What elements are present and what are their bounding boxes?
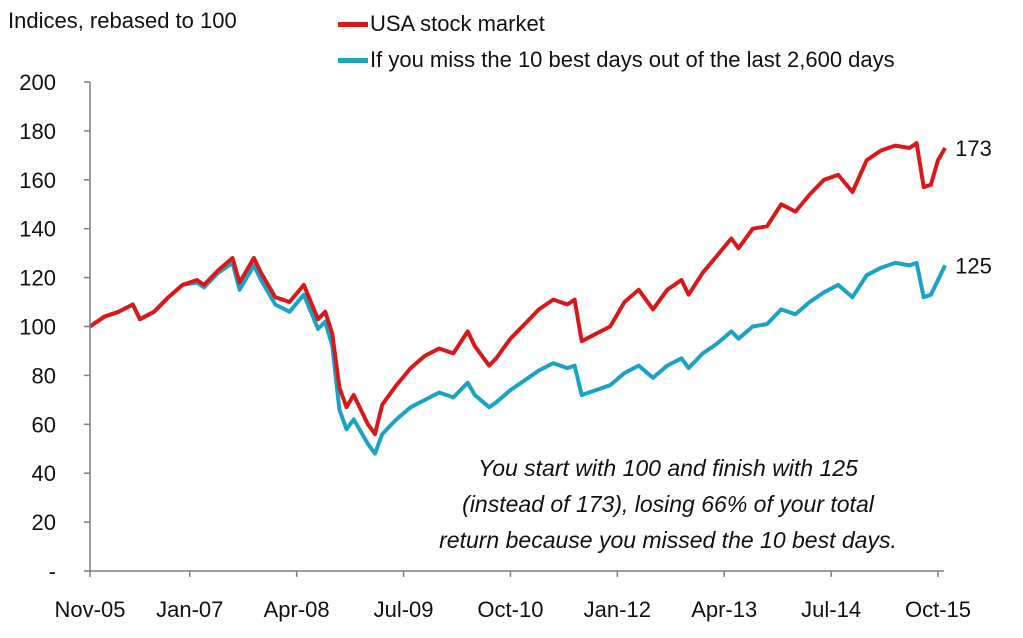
- legend: USA stock market If you miss the 10 best…: [338, 6, 895, 78]
- annotation-line-3: return because you missed the 10 best da…: [439, 527, 897, 553]
- y-ticks: - 20 40 60 80 100 120 140 160 180 200: [19, 70, 90, 584]
- legend-swatch-usa: [338, 21, 368, 27]
- y-tick-label: 120: [19, 266, 56, 291]
- legend-label-missed: If you miss the 10 best days out of the …: [370, 47, 895, 72]
- x-tick-label: Jul-09: [374, 597, 434, 622]
- y-tick-label: 160: [19, 168, 56, 193]
- x-tick-label: Oct-15: [905, 597, 971, 622]
- y-tick-label: 80: [32, 363, 56, 388]
- y-tick-label: 140: [19, 217, 56, 242]
- legend-label-usa: USA stock market: [370, 11, 545, 36]
- x-ticks: Nov-05 Jan-07 Apr-08 Jul-09 Oct-10 Jan-12 Apr-…: [55, 571, 971, 622]
- x-tick-label: Apr-13: [691, 597, 757, 622]
- y-tick-label: 20: [32, 510, 56, 535]
- x-tick-label: Jan-12: [584, 597, 651, 622]
- x-tick-label: Oct-10: [477, 597, 543, 622]
- x-tick-label: Nov-05: [55, 597, 126, 622]
- x-tick-label: Jul-14: [801, 597, 861, 622]
- legend-item-missed: If you miss the 10 best days out of the …: [338, 42, 895, 78]
- end-labels: 125 173: [955, 136, 992, 278]
- legend-item-usa: USA stock market: [338, 6, 895, 42]
- legend-swatch-missed: [338, 57, 368, 63]
- annotation-line-1: You start with 100 and finish with 125: [478, 455, 858, 481]
- end-label-usa: 173: [955, 136, 992, 161]
- annotation-text: You start with 100 and finish with 125 (…: [398, 450, 938, 558]
- y-tick-label: -: [49, 559, 56, 584]
- y-tick-label: 200: [19, 70, 56, 95]
- x-tick-label: Jan-07: [156, 597, 223, 622]
- series-line-missed: [88, 260, 947, 456]
- y-axis-title: Indices, rebased to 100: [8, 8, 237, 33]
- x-tick-label: Apr-08: [264, 597, 330, 622]
- end-label-missed: 125: [955, 253, 992, 278]
- annotation-line-2: (instead of 173), losing 66% of your tot…: [462, 491, 874, 517]
- y-tick-label: 100: [19, 315, 56, 340]
- y-tick-label: 60: [32, 412, 56, 437]
- y-tick-label: 40: [32, 461, 56, 486]
- y-tick-label: 180: [19, 119, 56, 144]
- series-line-usa: [88, 141, 947, 437]
- plot-lines: [88, 141, 947, 456]
